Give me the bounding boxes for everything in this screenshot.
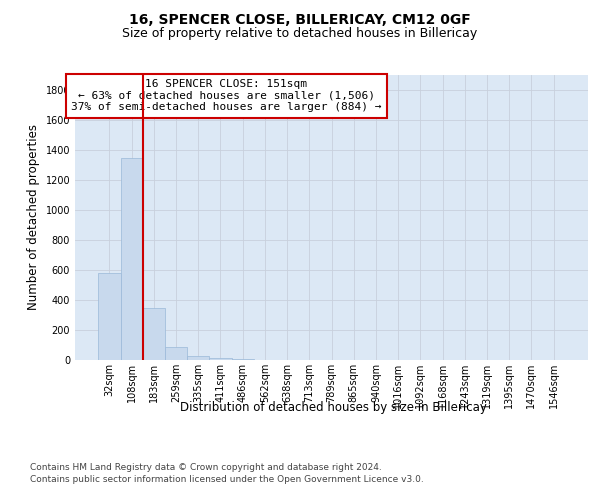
Text: Distribution of detached houses by size in Billericay: Distribution of detached houses by size …: [179, 401, 487, 414]
Text: 16, SPENCER CLOSE, BILLERICAY, CM12 0GF: 16, SPENCER CLOSE, BILLERICAY, CM12 0GF: [129, 12, 471, 26]
Bar: [143, 308, 165, 360]
Y-axis label: Number of detached properties: Number of detached properties: [27, 124, 40, 310]
Bar: [98, 273, 121, 360]
Bar: [121, 158, 143, 360]
Text: Contains public sector information licensed under the Open Government Licence v3: Contains public sector information licen…: [30, 475, 424, 484]
Bar: [187, 356, 209, 360]
Bar: [209, 358, 232, 360]
Bar: [165, 346, 187, 360]
Bar: [232, 359, 254, 360]
Text: Size of property relative to detached houses in Billericay: Size of property relative to detached ho…: [122, 28, 478, 40]
Text: Contains HM Land Registry data © Crown copyright and database right 2024.: Contains HM Land Registry data © Crown c…: [30, 462, 382, 471]
Text: 16 SPENCER CLOSE: 151sqm
← 63% of detached houses are smaller (1,506)
37% of sem: 16 SPENCER CLOSE: 151sqm ← 63% of detach…: [71, 80, 382, 112]
